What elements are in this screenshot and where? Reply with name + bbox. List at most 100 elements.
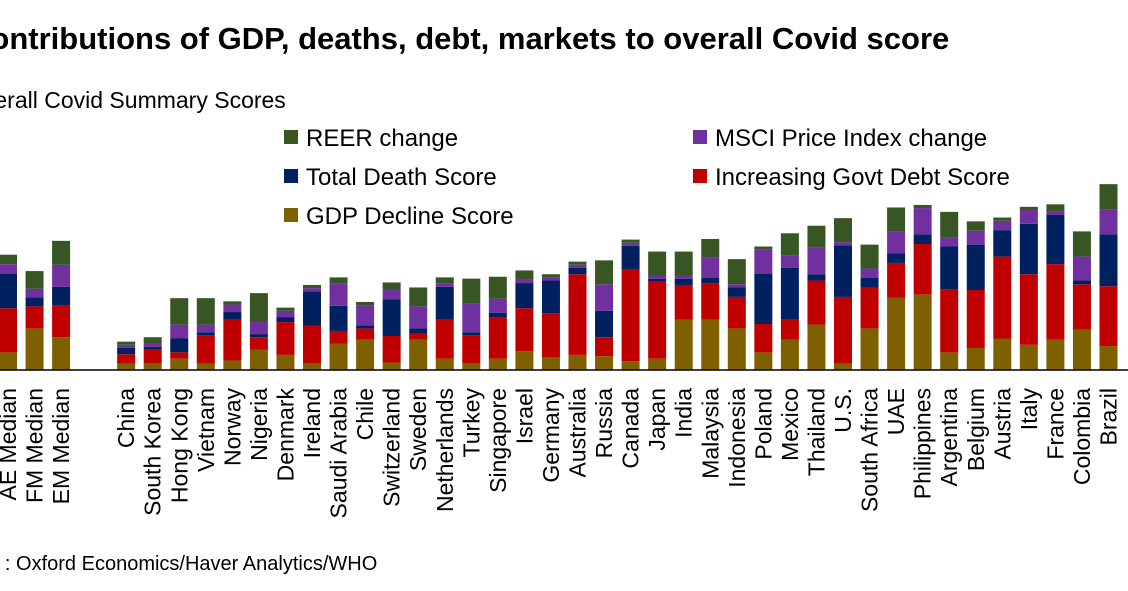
bar-israel-msci-price-index-change — [515, 279, 534, 284]
bar-ae-median-gdp-decline-score — [0, 352, 17, 370]
bar-south-korea-reer-change — [143, 337, 162, 344]
x-tick-labels: AE Median FM Median EM Median China South Ko… — [0, 388, 1122, 519]
bar-netherlands-reer-change — [435, 277, 454, 284]
bar-israel-total-death-score — [515, 283, 534, 309]
bar-denmark-reer-change — [276, 307, 295, 311]
bar-philippines-msci-price-index-change — [913, 208, 932, 235]
x-tick-poland: Poland — [750, 388, 776, 460]
bar-turkey-gdp-decline-score — [462, 363, 481, 370]
bar-hong-kong-increasing-govt-debt-score — [170, 352, 189, 359]
bar-singapore-total-death-score — [488, 312, 507, 318]
legend-label-gdp-decline-score: GDP Decline Score — [306, 203, 514, 230]
x-tick-germany: Germany — [538, 388, 564, 483]
legend-label-increasing-govt-debt-score: Increasing Govt Debt Score — [715, 164, 1010, 191]
bar-indonesia-msci-price-index-change — [727, 284, 746, 288]
bar-russia-reer-change — [595, 260, 614, 285]
bar-u-s-increasing-govt-debt-score — [834, 296, 852, 364]
bar-vietnam-reer-change — [196, 298, 215, 325]
bar-belgium-msci-price-index-change — [966, 230, 985, 245]
bar-germany-msci-price-index-change — [541, 277, 560, 281]
bar-mexico-increasing-govt-debt-score — [780, 319, 799, 340]
x-tick-ae-median: AE Median — [0, 388, 21, 501]
bar-colombia-total-death-score — [1072, 280, 1091, 285]
x-tick-russia: Russia — [591, 388, 617, 459]
bar-india-gdp-decline-score — [674, 319, 693, 370]
bar-hong-kong-gdp-decline-score — [170, 358, 189, 370]
chart-title: Contributions of GDP, deaths, debt, mark… — [0, 21, 949, 56]
bar-colombia-gdp-decline-score — [1072, 329, 1091, 370]
x-tick-indonesia: Indonesia — [724, 388, 750, 488]
bar-indonesia-increasing-govt-debt-score — [727, 296, 746, 329]
legend: REER change MSCI Price Index change Total … — [284, 125, 1010, 230]
bar-argentina-total-death-score — [940, 246, 959, 290]
legend-label-reer-change: REER change — [306, 125, 458, 152]
bar-sweden-reer-change — [409, 287, 428, 307]
bar-em-median-reer-change — [52, 240, 71, 265]
bar-italy-gdp-decline-score — [1019, 344, 1038, 370]
bar-australia-increasing-govt-debt-score — [568, 274, 587, 355]
bar-japan-total-death-score — [648, 278, 667, 282]
bar-turkey-msci-price-index-change — [462, 303, 481, 333]
bar-colombia-msci-price-index-change — [1072, 256, 1091, 281]
bar-singapore-msci-price-index-change — [488, 298, 507, 313]
bar-switzerland-gdp-decline-score — [382, 362, 401, 370]
bar-belgium-reer-change — [966, 221, 985, 231]
bar-saudi-arabia-gdp-decline-score — [329, 343, 348, 370]
x-tick-china: China — [113, 388, 139, 448]
x-tick-ireland: Ireland — [299, 388, 325, 458]
bar-india-msci-price-index-change — [674, 275, 693, 279]
bar-south-africa-msci-price-index-change — [860, 268, 879, 279]
bar-norway-total-death-score — [223, 312, 242, 320]
bar-vietnam-total-death-score — [196, 332, 215, 336]
bar-poland-increasing-govt-debt-score — [754, 324, 773, 353]
bar-nigeria-increasing-govt-debt-score — [249, 337, 268, 350]
x-tick-denmark: Denmark — [272, 388, 298, 482]
bar-mexico-gdp-decline-score — [780, 339, 799, 370]
x-tick-israel: Israel — [511, 388, 537, 444]
x-tick-argentina: Argentina — [936, 388, 962, 487]
bar-turkey-increasing-govt-debt-score — [462, 335, 481, 364]
bar-mexico-reer-change — [780, 233, 799, 256]
bar-south-korea-gdp-decline-score — [143, 363, 162, 370]
bar-belgium-gdp-decline-score — [966, 347, 985, 370]
bar-brazil-reer-change — [1099, 184, 1118, 210]
bar-netherlands-msci-price-index-change — [435, 283, 454, 287]
bar-ae-median-increasing-govt-debt-score — [0, 308, 17, 353]
bar-argentina-increasing-govt-debt-score — [940, 289, 959, 353]
bar-austria-gdp-decline-score — [993, 338, 1012, 370]
x-tick-philippines: Philippines — [910, 388, 936, 499]
bar-denmark-total-death-score — [276, 317, 295, 323]
bar-netherlands-total-death-score — [435, 286, 454, 320]
bar-south-africa-increasing-govt-debt-score — [860, 287, 879, 329]
bar-uae-gdp-decline-score — [887, 297, 906, 370]
x-tick-south-korea: South Korea — [140, 388, 166, 516]
bar-austria-reer-change — [993, 217, 1012, 221]
bar-saudi-arabia-increasing-govt-debt-score — [329, 330, 348, 344]
bar-malaysia-total-death-score — [701, 278, 720, 284]
bar-australia-total-death-score — [568, 267, 587, 275]
x-tick-south-africa: South Africa — [857, 388, 883, 512]
bar-germany-increasing-govt-debt-score — [541, 313, 560, 358]
bar-south-korea-msci-price-index-change — [143, 343, 162, 347]
bar-thailand-msci-price-index-change — [807, 247, 826, 275]
bar-norway-gdp-decline-score — [223, 360, 242, 370]
bar-ireland-reer-change — [303, 284, 321, 289]
legend-swatch-msci-price-index-change — [693, 130, 707, 144]
x-tick-italy: Italy — [1016, 388, 1042, 431]
legend-swatch-gdp-decline-score — [284, 208, 298, 222]
bar-argentina-gdp-decline-score — [940, 352, 959, 370]
bar-brazil-increasing-govt-debt-score — [1099, 286, 1118, 347]
x-tick-u-s: U.S. — [830, 388, 856, 433]
bar-canada-increasing-govt-debt-score — [621, 269, 640, 362]
bar-switzerland-increasing-govt-debt-score — [382, 335, 401, 363]
bar-hong-kong-total-death-score — [170, 338, 189, 353]
bar-italy-msci-price-index-change — [1019, 209, 1038, 224]
x-tick-turkey: Turkey — [458, 388, 484, 458]
bar-fm-median-increasing-govt-debt-score — [25, 306, 44, 329]
bar-saudi-arabia-msci-price-index-change — [329, 283, 348, 306]
bar-india-increasing-govt-debt-score — [674, 284, 693, 320]
bar-uae-increasing-govt-debt-score — [887, 262, 906, 298]
x-tick-sweden: Sweden — [405, 388, 431, 471]
bar-fm-median-total-death-score — [25, 297, 44, 307]
x-tick-canada: Canada — [618, 388, 644, 469]
